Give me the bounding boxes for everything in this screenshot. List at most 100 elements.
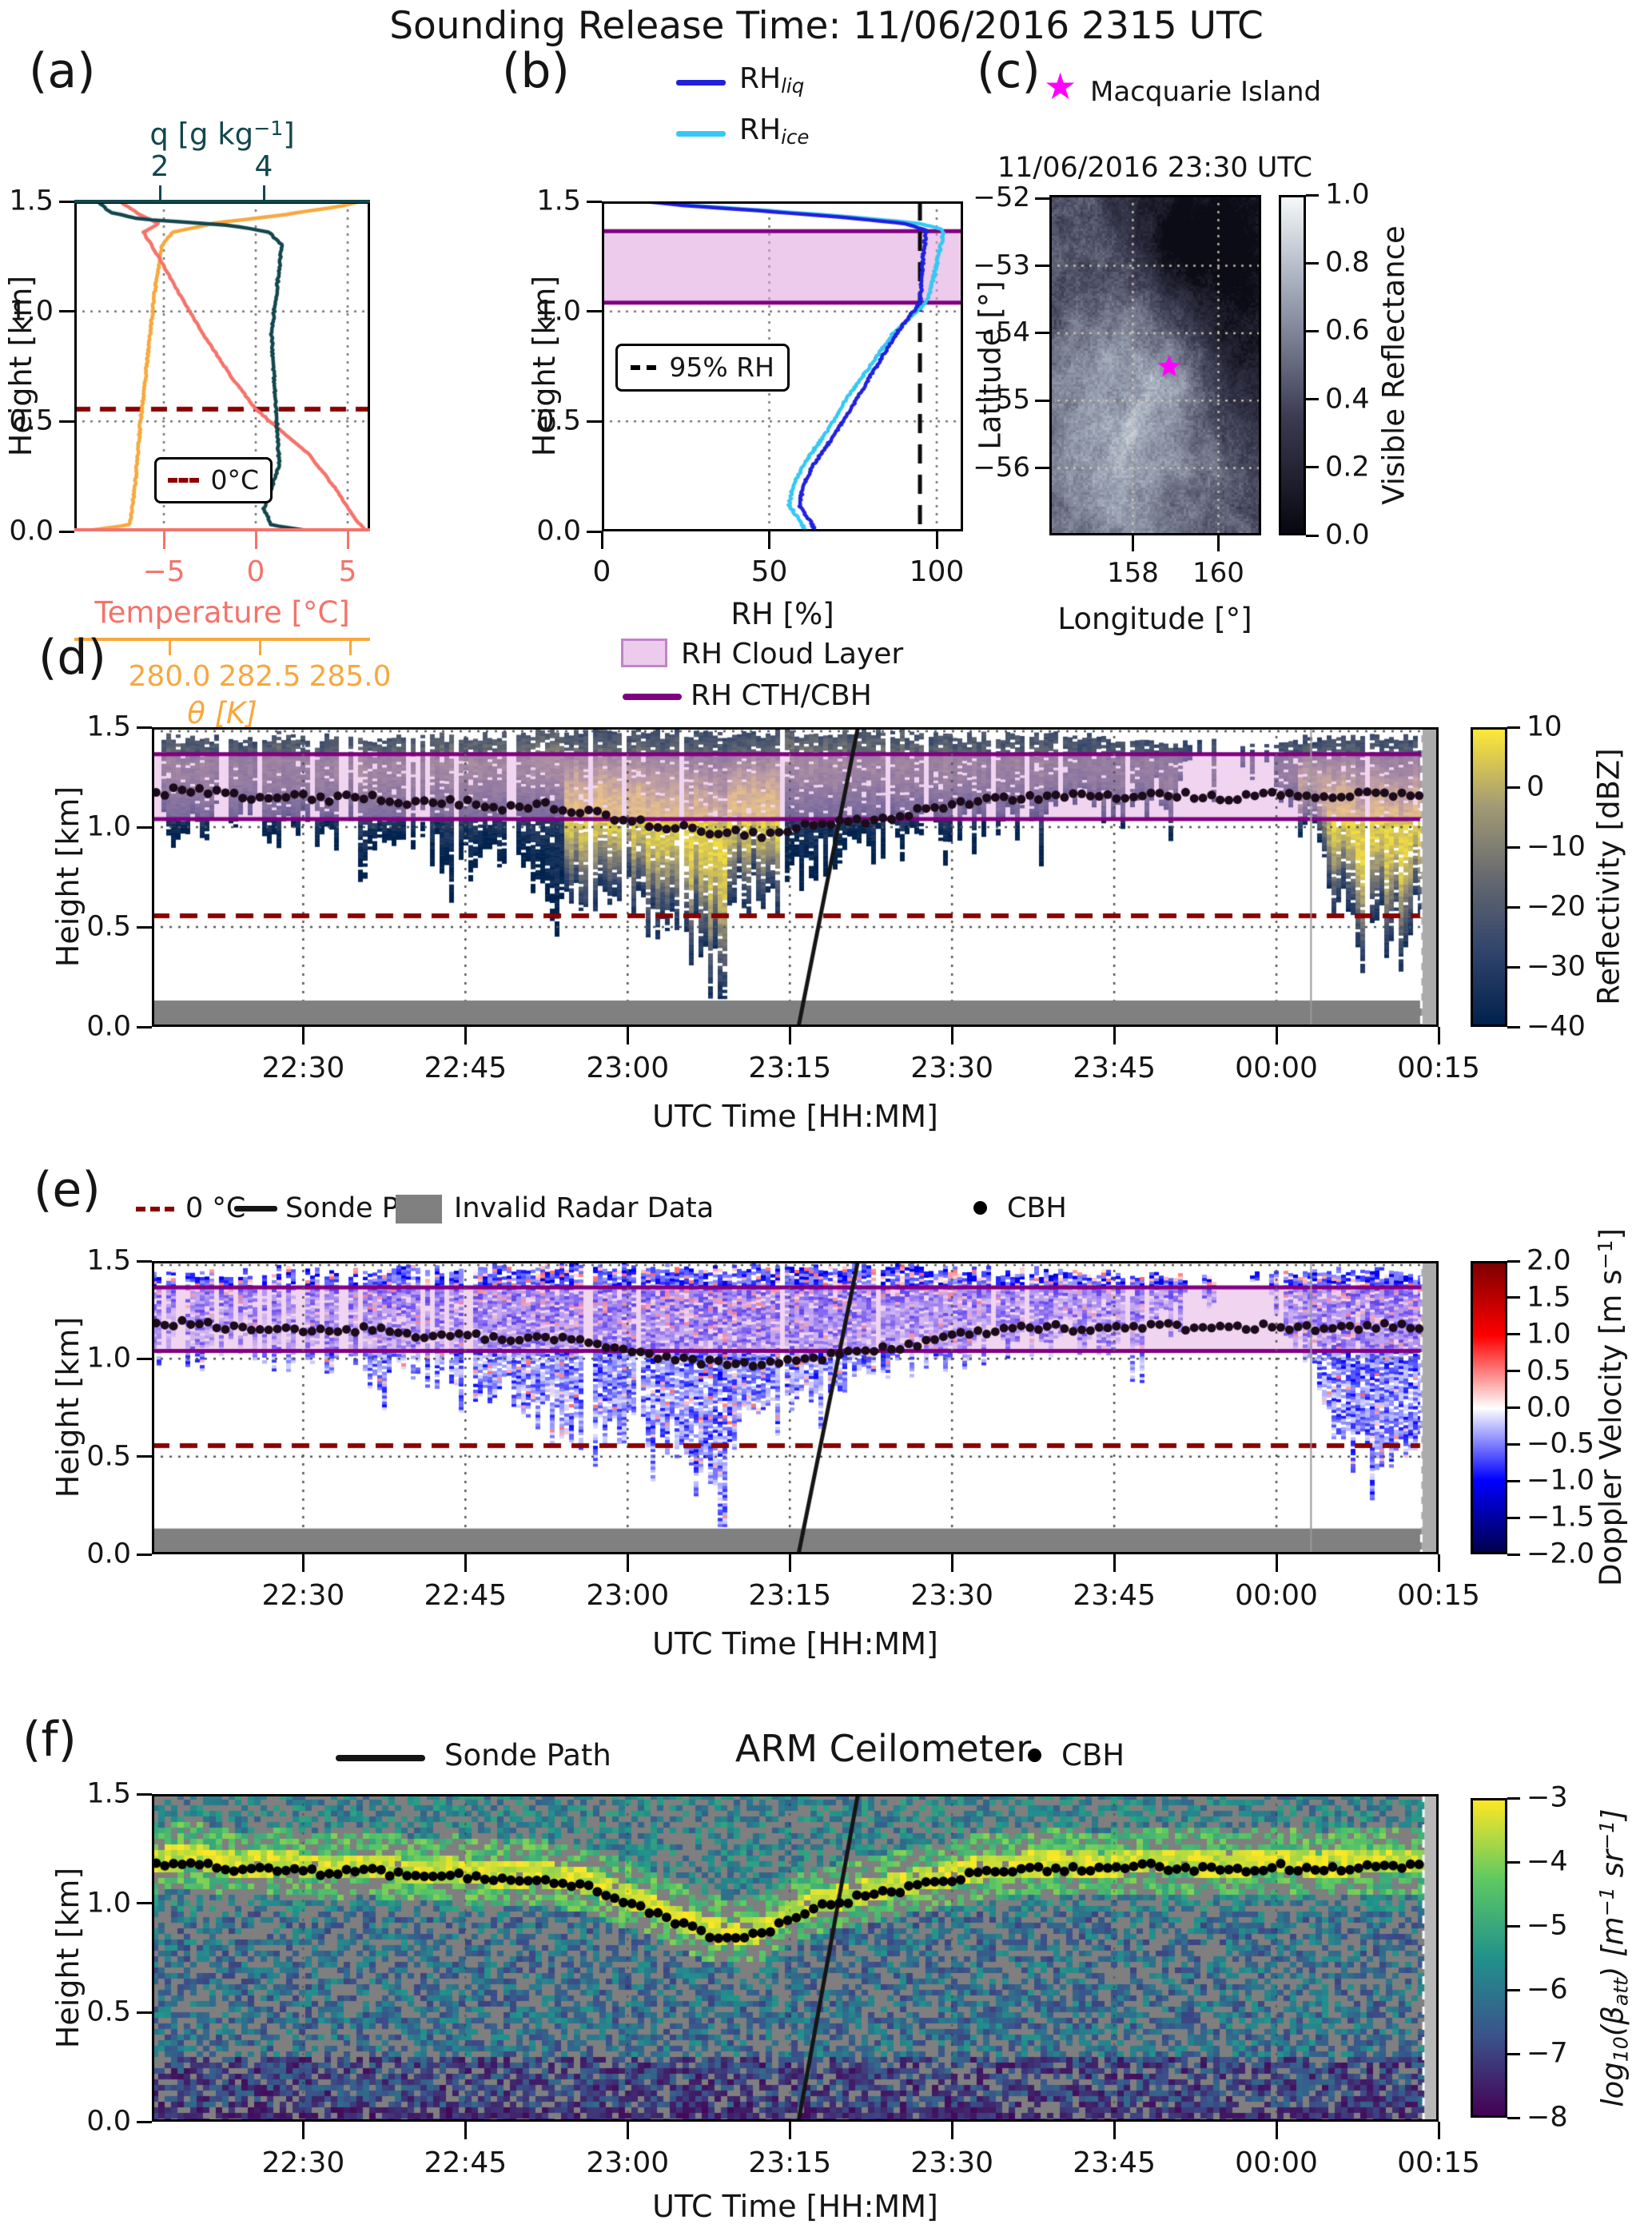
rh-liq-line-sample: [676, 80, 726, 86]
panel-f-cbar-tick-label: −5: [1527, 1909, 1568, 1942]
panel-a-legend-zero-label: 0°C: [210, 463, 259, 495]
panel-d-cbar-tick-mark: [1507, 905, 1520, 909]
panel-c-cbar-tick-mark: [1306, 398, 1319, 401]
panel-f-x-tick-label: 23:30: [910, 2146, 994, 2179]
panel-d-x-tick-mark: [1113, 1027, 1116, 1044]
panel-b-legend: 95% RH: [615, 344, 790, 392]
panel-a-theta-tick-label: 280.0: [128, 660, 211, 693]
panel-e-x-tick-mark: [626, 1554, 629, 1572]
panel-e-x-tick-mark: [1437, 1554, 1440, 1572]
panel-e-cbar-tick-mark: [1507, 1333, 1520, 1336]
panel-f-cbar-tick-label: −8: [1527, 2101, 1568, 2134]
panel-a-y-tick-label: 1.5: [9, 185, 54, 217]
panel-c-cbar-tick-mark: [1306, 329, 1319, 332]
panel-c-cbar-tick-label: 0.2: [1325, 451, 1370, 483]
rh-ice-sub: ice: [781, 125, 810, 149]
panel-f-cbar-tick-mark: [1507, 1988, 1520, 1991]
panel-b-letter: (b): [502, 43, 570, 99]
panel-c-lat-axis-title: Latitude [°]: [973, 280, 1008, 450]
panel-f-y-tick-label: 0.5: [86, 1995, 131, 2028]
rh-cth-cbh-label: RH CTH/CBH: [691, 679, 872, 712]
f-cbh-dot-sample: [1028, 1749, 1041, 1762]
rh-liq-legend-label: RHliq: [739, 64, 804, 97]
panel-c-lat-tick-label: −55: [973, 384, 1030, 416]
panel-a-q-tick-label: 2: [150, 150, 169, 183]
panel-a-q-tick-mark: [262, 185, 265, 201]
e-sonde-line-sample: [234, 1206, 277, 1211]
panel-a-temp-tick-label: 5: [338, 555, 357, 588]
panel-d-y-tick-label: 0.5: [86, 910, 131, 943]
panel-f-x-tick-label: 22:45: [424, 2146, 508, 2179]
panel-b-y-tick-mark: [587, 420, 602, 423]
panel-d-x-tick-label: 00:15: [1397, 1052, 1480, 1084]
beta-label-log-sub: 10: [1609, 2036, 1633, 2063]
panel-e-y-tick-mark: [137, 1455, 152, 1458]
panel-f-y-tick-label: 1.0: [86, 1887, 131, 1920]
panel-f-cbar-tick-mark: [1507, 2116, 1520, 2119]
panel-d-cbar-tick-label: −20: [1527, 890, 1586, 923]
panel-d-letter: (d): [38, 630, 106, 686]
panel-e-doppler-canvas: [152, 1261, 1439, 1554]
panel-b-y-tick-mark: [587, 530, 602, 533]
panel-d-cbar-tick-mark: [1507, 845, 1520, 849]
panel-f-cbar-tick-mark: [1507, 1924, 1520, 1928]
panel-a-q-tick-label: 4: [254, 150, 273, 183]
panel-d-y-tick-mark: [137, 726, 152, 729]
panel-f-ceilometer-canvas: [152, 1794, 1439, 2122]
panel-a-temp-tick-mark: [346, 531, 349, 549]
panel-a-y-tick-label: 0.5: [9, 404, 54, 437]
panel-c-cbar-tick-label: 0.8: [1325, 246, 1370, 279]
f-sonde-line-sample: [336, 1755, 425, 1761]
panel-a-temp-tick-label: −5: [142, 555, 185, 588]
panel-d-x-tick-mark: [1275, 1027, 1278, 1044]
panel-e-cbar-tick-label: 1.5: [1527, 1281, 1571, 1314]
panel-e-cbar-tick-label: −1.5: [1527, 1501, 1594, 1534]
panel-b-y-tick-mark: [587, 310, 602, 313]
panel-d-x-tick-label: 23:45: [1073, 1052, 1156, 1084]
rh-ice-legend-label: RHice: [739, 115, 809, 148]
panel-b-x-tick-mark: [600, 531, 603, 549]
panel-c-cbar-tick-label: 0.4: [1325, 383, 1370, 416]
panel-e-x-tick-label: 23:45: [1073, 1579, 1156, 1612]
panel-f-x-tick-label: 00:00: [1235, 2146, 1318, 2179]
panel-e-cbar-tick-label: 1.0: [1527, 1318, 1571, 1351]
panel-f-cbar-tick-label: −7: [1527, 2037, 1568, 2070]
panel-e-cbar-tick-label: −1.0: [1527, 1464, 1594, 1497]
panel-b-y-tick-label: 0.0: [536, 515, 581, 547]
panel-a-theta-tick-mark: [168, 639, 171, 655]
rh95-dash-sample: [631, 365, 657, 370]
panel-a-y-tick-mark: [59, 310, 74, 313]
panel-e-cbar-tick-label: 0.0: [1527, 1391, 1571, 1424]
rh-ice-line-sample: [676, 131, 726, 137]
panel-f-x-tick-mark: [464, 2122, 467, 2139]
panel-c-lat-tick-label: −53: [973, 249, 1030, 281]
panel-f-cbar-tick-mark: [1507, 2052, 1520, 2055]
q-label-close: ]: [283, 117, 295, 152]
panel-c-cbar-tick-mark: [1306, 466, 1319, 469]
panel-c-colorbar-canvas: [1281, 197, 1304, 533]
station-star-icon: ★: [1044, 65, 1077, 108]
panel-d-x-tick-mark: [301, 1027, 305, 1044]
panel-d-cbar-tick-label: 0: [1527, 770, 1545, 803]
panel-d-y-tick-mark: [137, 826, 152, 829]
e-invalid-label: Invalid Radar Data: [454, 1192, 715, 1224]
panel-a-temp-tick-mark: [162, 531, 165, 549]
panel-c-lon-tick-label: 158: [1106, 557, 1159, 589]
rh-cth-cbh-line-sample: [623, 694, 682, 700]
panel-e-cbar-tick-label: −2.0: [1527, 1538, 1594, 1570]
panel-f-x-tick-label: 22:30: [261, 2146, 345, 2179]
panel-d-x-tick-label: 23:15: [748, 1052, 832, 1084]
panel-c-lat-tick-mark: [1035, 332, 1049, 335]
rh-liq-main: RH: [739, 62, 782, 95]
f-sonde-label: Sonde Path: [444, 1738, 611, 1772]
panel-d-radar-canvas: [152, 727, 1439, 1027]
panel-d-cbar-tick-label: −40: [1527, 1010, 1586, 1043]
panel-f-y-tick-mark: [137, 2011, 152, 2014]
panel-e-x-tick-label: 23:15: [748, 1579, 832, 1612]
panel-d-x-tick-label: 23:00: [586, 1052, 670, 1084]
beta-label-sr: sr: [1595, 1849, 1630, 1888]
panel-e-y-tick-label: 0.5: [86, 1440, 131, 1473]
rh-ice-main: RH: [739, 113, 782, 146]
panel-f-colorbar-title: log10(βatt) [m−1 sr−1]: [1595, 1808, 1633, 2107]
